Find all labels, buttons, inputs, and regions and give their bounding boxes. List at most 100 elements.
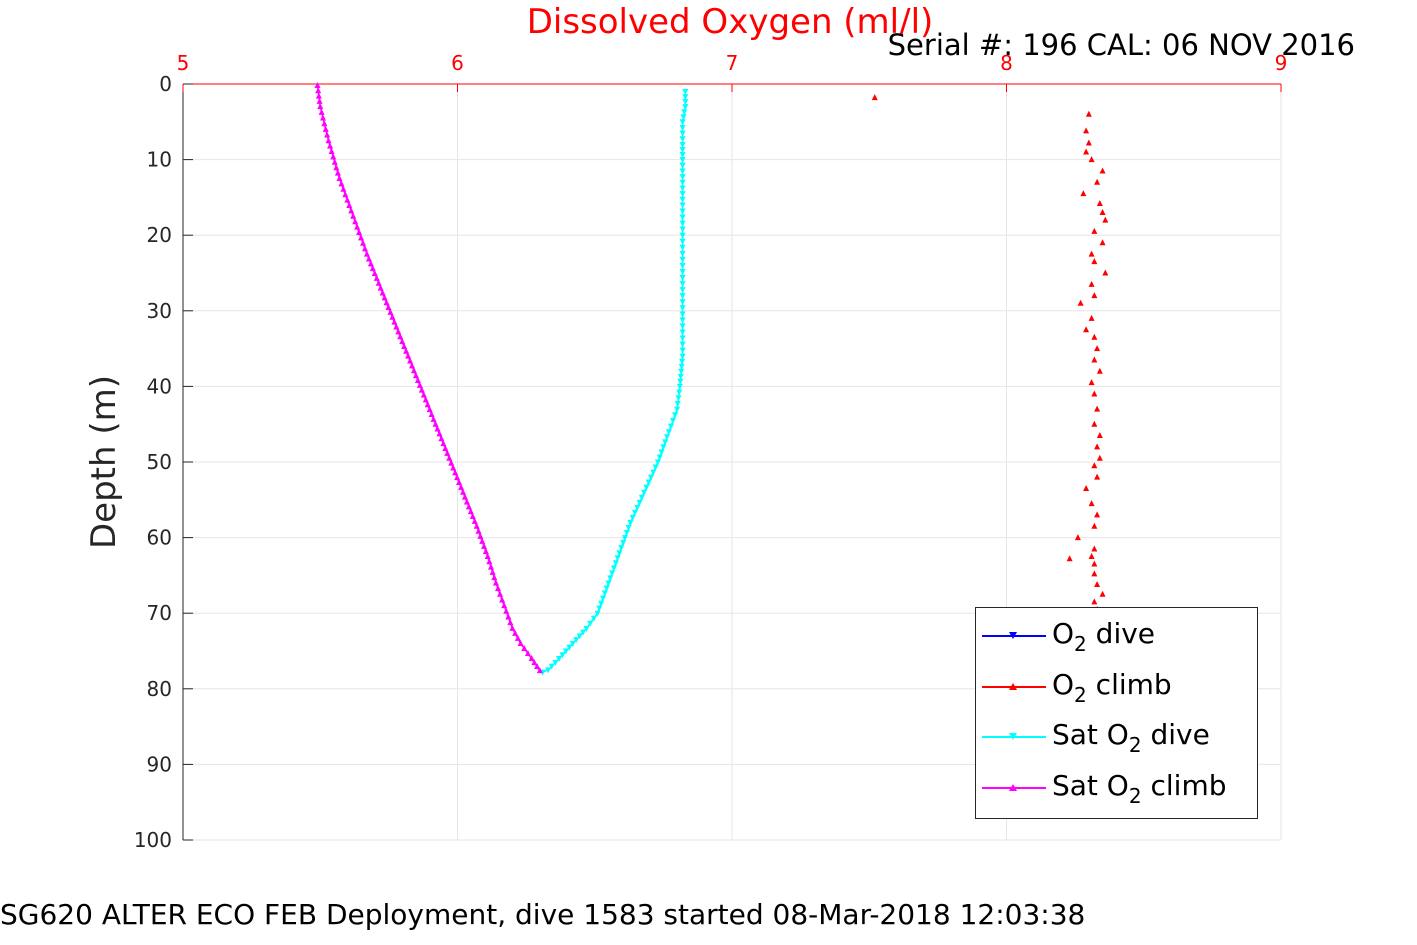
data-point <box>1083 127 1090 134</box>
data-point <box>407 357 414 364</box>
data-point <box>679 287 686 294</box>
data-point <box>1091 390 1098 397</box>
data-point <box>1102 269 1109 276</box>
series-line-sat-o2-dive <box>542 91 687 673</box>
data-point <box>679 141 686 148</box>
data-point <box>469 513 476 520</box>
data-point <box>573 637 580 644</box>
data-point <box>679 244 686 251</box>
data-point <box>371 270 378 277</box>
data-point <box>645 479 652 486</box>
data-point <box>679 275 686 282</box>
data-point <box>587 620 594 627</box>
data-point <box>679 124 686 131</box>
data-point <box>383 299 390 306</box>
data-point <box>1080 190 1087 197</box>
data-point <box>679 220 686 227</box>
data-point <box>679 358 686 365</box>
data-point <box>397 333 404 340</box>
data-point <box>679 136 686 143</box>
data-point <box>350 212 357 219</box>
data-point <box>548 663 555 670</box>
data-point <box>679 323 686 330</box>
data-point <box>679 196 686 203</box>
data-point <box>641 489 648 496</box>
data-point <box>545 667 552 674</box>
data-point <box>679 226 686 233</box>
data-point <box>315 92 322 99</box>
data-point <box>534 663 541 670</box>
legend-item-o2-climb: O2 climb <box>982 667 1172 707</box>
data-point <box>1096 367 1103 374</box>
series-sat-o2-climb <box>314 82 543 674</box>
data-point <box>632 509 639 516</box>
data-point <box>334 169 341 176</box>
x-tick-label: 9 <box>1275 51 1288 75</box>
data-point <box>596 605 603 612</box>
data-point <box>521 644 528 651</box>
data-point <box>420 391 427 398</box>
data-point <box>1088 553 1095 559</box>
data-point <box>346 202 353 208</box>
legend: O2 dive O2 climb Sat O2 dive Sat O2 clim… <box>975 607 1258 819</box>
data-point <box>393 323 400 330</box>
data-point <box>1091 570 1098 577</box>
data-point <box>1077 299 1084 306</box>
data-series <box>314 82 1109 676</box>
data-point <box>317 103 324 110</box>
y-tick-label: 70 <box>147 601 172 625</box>
data-point <box>501 602 508 609</box>
data-point <box>336 175 343 181</box>
data-point <box>1085 110 1092 117</box>
data-point <box>352 218 359 225</box>
data-point <box>342 191 349 198</box>
data-point <box>679 174 686 181</box>
data-point <box>620 540 627 547</box>
data-point <box>473 522 480 529</box>
data-point <box>1099 167 1106 174</box>
x-tick-label: 7 <box>726 51 739 75</box>
data-point <box>621 535 628 542</box>
data-point <box>607 575 614 582</box>
data-point <box>662 439 669 446</box>
data-point <box>1099 209 1106 216</box>
data-point <box>1088 314 1095 321</box>
data-point <box>456 479 463 486</box>
data-point <box>379 289 386 296</box>
data-point <box>477 532 484 539</box>
data-point <box>625 525 632 532</box>
data-point <box>679 262 686 269</box>
data-point <box>669 417 676 424</box>
data-point <box>325 137 332 144</box>
data-point <box>599 595 606 602</box>
data-point <box>505 613 512 620</box>
data-point <box>361 245 368 252</box>
data-point <box>484 553 491 559</box>
data-point <box>487 563 494 570</box>
data-point <box>389 313 396 320</box>
data-point <box>623 530 630 537</box>
data-point <box>448 459 455 466</box>
series-sat-o2-dive <box>539 89 689 676</box>
legend-item-sat-o2-dive: Sat O2 dive <box>982 717 1210 757</box>
data-point <box>1091 598 1098 605</box>
data-point <box>660 444 667 451</box>
data-point <box>679 119 686 126</box>
data-point <box>373 274 380 281</box>
data-point <box>656 454 663 461</box>
data-point <box>679 335 686 342</box>
data-point <box>442 445 449 451</box>
data-point <box>610 565 617 572</box>
data-point <box>440 440 447 447</box>
data-point <box>1091 292 1098 299</box>
data-point <box>580 629 587 636</box>
data-point <box>524 650 531 657</box>
data-point <box>1094 345 1101 352</box>
data-point <box>416 381 423 388</box>
data-point <box>638 494 645 501</box>
data-point <box>1094 405 1101 412</box>
data-point <box>410 367 417 374</box>
data-point <box>367 260 374 267</box>
